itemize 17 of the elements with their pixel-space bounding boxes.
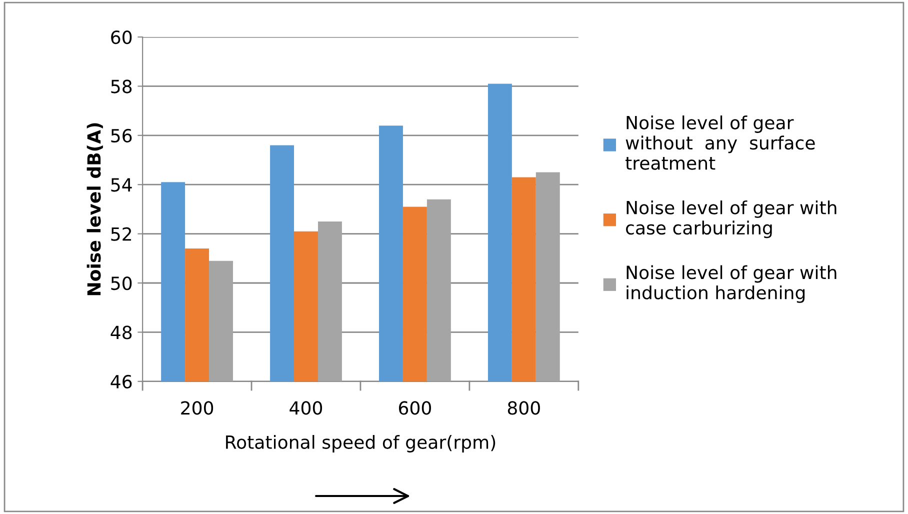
legend-label: Noise level of gear without any surface treatment: [626, 115, 815, 170]
y-tick-label: 48: [110, 326, 132, 340]
x-tick-label: 800: [508, 401, 540, 415]
y-tick-label: 52: [111, 227, 132, 241]
x-axis-title: Rotational speed of gear(rpm): [226, 434, 496, 452]
y-tick-label: 58: [111, 80, 132, 94]
x-tick-label: 200: [181, 401, 214, 415]
y-tick-label: 46: [110, 374, 132, 389]
legend-label: Noise level of gear with induction hardening: [626, 265, 836, 303]
y-axis-title: Noise level dB(A): [86, 123, 103, 296]
legend-label: Noise level of gear with case carburizing: [626, 200, 836, 238]
y-tick-label: 54: [111, 178, 132, 192]
y-tick-label: 60: [111, 30, 132, 44]
y-tick-label: 50: [111, 276, 132, 290]
x-tick-label: 400: [290, 401, 322, 415]
x-tick-label: 600: [398, 401, 431, 415]
y-tick-label: 56: [111, 128, 132, 143]
